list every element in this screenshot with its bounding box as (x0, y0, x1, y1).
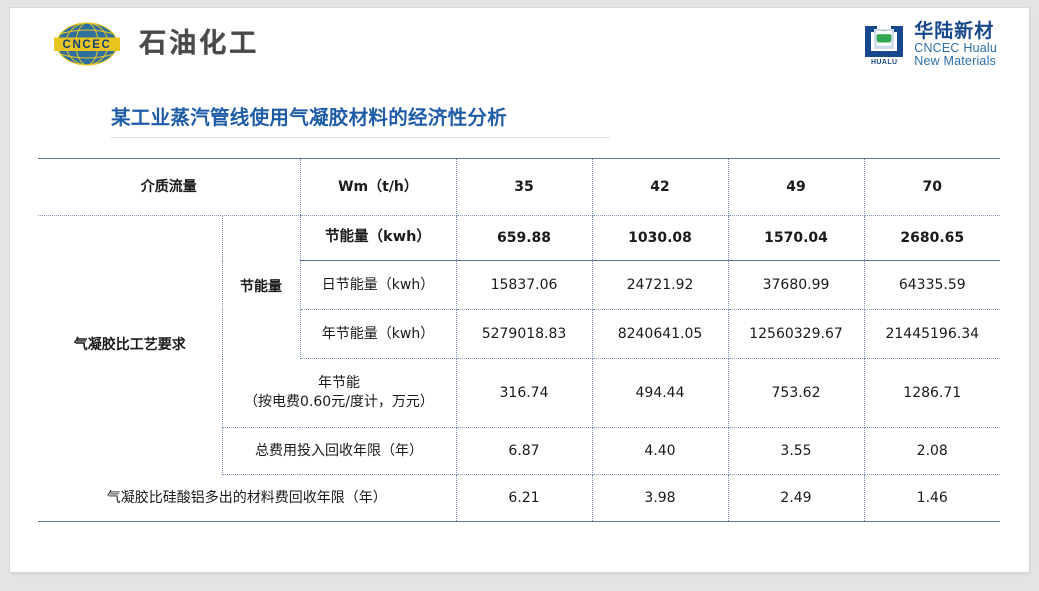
cell-r4-c3: 753.62 (728, 358, 865, 428)
metric-label-energy-saving-kwh: 节能量（kwh） (300, 215, 457, 261)
cell-r2-c2: 24721.92 (592, 260, 729, 310)
slide-canvas: CNCEC 石油化工 HUALU 华陆新材 CNCEC Hualu New Ma… (10, 8, 1029, 572)
table-row: 气凝胶比硅酸铝多出的材料费回收年限（年） 6.21 3.98 2.49 1.46 (38, 474, 1000, 522)
cell-r5-c4: 2.08 (864, 427, 1000, 475)
header-flow-label: 介质流量 (38, 158, 300, 216)
metric-label-daily-energy-saving: 日节能量（kwh） (300, 260, 457, 310)
title-underline-divider (111, 137, 610, 138)
svg-text:CNCEC: CNCEC (63, 39, 112, 51)
economic-analysis-table-wrapper: 介质流量 Wm（t/h） 35 42 49 70 气凝胶比工艺要求 节能量 节能… (38, 158, 1000, 522)
table-header-row: 介质流量 Wm（t/h） 35 42 49 70 (38, 158, 1000, 216)
cell-r3-c2: 8240641.05 (592, 309, 729, 359)
left-branding-group: CNCEC 石油化工 (48, 22, 259, 66)
cell-r6-c2: 3.98 (592, 474, 729, 522)
metric-line-2: （按电费0.60元/度计，万元） (244, 394, 434, 410)
hualu-brand-en-line2: New Materials (914, 54, 997, 69)
table-row: 总费用投入回收年限（年） 6.87 4.40 3.55 2.08 (38, 427, 1000, 475)
cell-r4-c1: 316.74 (456, 358, 593, 428)
hualu-brand-cn: 华陆新材 (914, 20, 995, 42)
hualu-logo-icon: HUALU (863, 25, 905, 66)
cell-r2-c3: 37680.99 (728, 260, 865, 310)
cell-r3-c4: 21445196.34 (864, 309, 1000, 359)
metric-line-1: 年节能 (318, 375, 360, 392)
page-title: 某工业蒸汽管线使用气凝胶材料的经济性分析 (111, 106, 508, 129)
hualu-brand-texts: 华陆新材 CNCEC Hualu New Materials (914, 21, 997, 69)
cell-r6-c4: 1.46 (864, 474, 1000, 522)
petrochemical-brand-text: 石油化工 (139, 27, 259, 59)
section-label-aerogel-vs-process: 气凝胶比工艺要求 (38, 215, 223, 475)
cell-r1-c2: 1030.08 (592, 215, 729, 261)
metric-label-annual-savings-money: 年节能 （按电费0.60元/度计，万元） (222, 358, 457, 428)
header-col-1: 35 (456, 158, 593, 216)
table-row: 年节能 （按电费0.60元/度计，万元） 316.74 494.44 753.6… (38, 358, 1000, 428)
cell-r5-c2: 4.40 (592, 427, 729, 475)
cell-r5-c3: 3.55 (728, 427, 865, 475)
cell-r4-c4: 1286.71 (864, 358, 1000, 428)
metric-label-annual-energy-saving: 年节能量（kwh） (300, 309, 457, 359)
cell-r5-c1: 6.87 (456, 427, 593, 475)
cell-r3-c1: 5279018.83 (456, 309, 593, 359)
cell-r6-c3: 2.49 (728, 474, 865, 522)
cell-r3-c3: 12560329.67 (728, 309, 865, 359)
table-row: 年节能量（kwh） 5279018.83 8240641.05 12560329… (38, 309, 1000, 359)
cell-r2-c4: 64335.59 (864, 260, 1000, 310)
hualu-wordmark-badge: HUALU (870, 58, 898, 66)
metric-label-material-cost-payback: 气凝胶比硅酸铝多出的材料费回收年限（年） (38, 474, 457, 522)
subgroup-label-energy-saving: 节能量 (222, 215, 301, 359)
header-col-4: 70 (864, 158, 1000, 216)
header-col-3: 49 (728, 158, 865, 216)
right-branding-group: HUALU 华陆新材 CNCEC Hualu New Materials (863, 21, 997, 69)
table-row: 日节能量（kwh） 15837.06 24721.92 37680.99 643… (38, 260, 1000, 310)
economic-analysis-table: 介质流量 Wm（t/h） 35 42 49 70 气凝胶比工艺要求 节能量 节能… (38, 158, 1000, 522)
cell-r2-c1: 15837.06 (456, 260, 593, 310)
metric-label-total-cost-payback: 总费用投入回收年限（年） (222, 427, 457, 475)
cell-r6-c1: 6.21 (456, 474, 593, 522)
table-row: 气凝胶比工艺要求 节能量 节能量（kwh） 659.88 1030.08 157… (38, 215, 1000, 475)
cell-r1-c3: 1570.04 (728, 215, 865, 261)
cell-r1-c1: 659.88 (456, 215, 593, 261)
cell-r4-c2: 494.44 (592, 358, 729, 428)
hualu-brand-en-line1: CNCEC Hualu (914, 40, 997, 55)
cell-r1-c4: 2680.65 (864, 215, 1000, 261)
cncec-logo-icon: CNCEC (48, 22, 126, 66)
header-col-2: 42 (592, 158, 729, 216)
header-metric-label: Wm（t/h） (299, 158, 457, 216)
